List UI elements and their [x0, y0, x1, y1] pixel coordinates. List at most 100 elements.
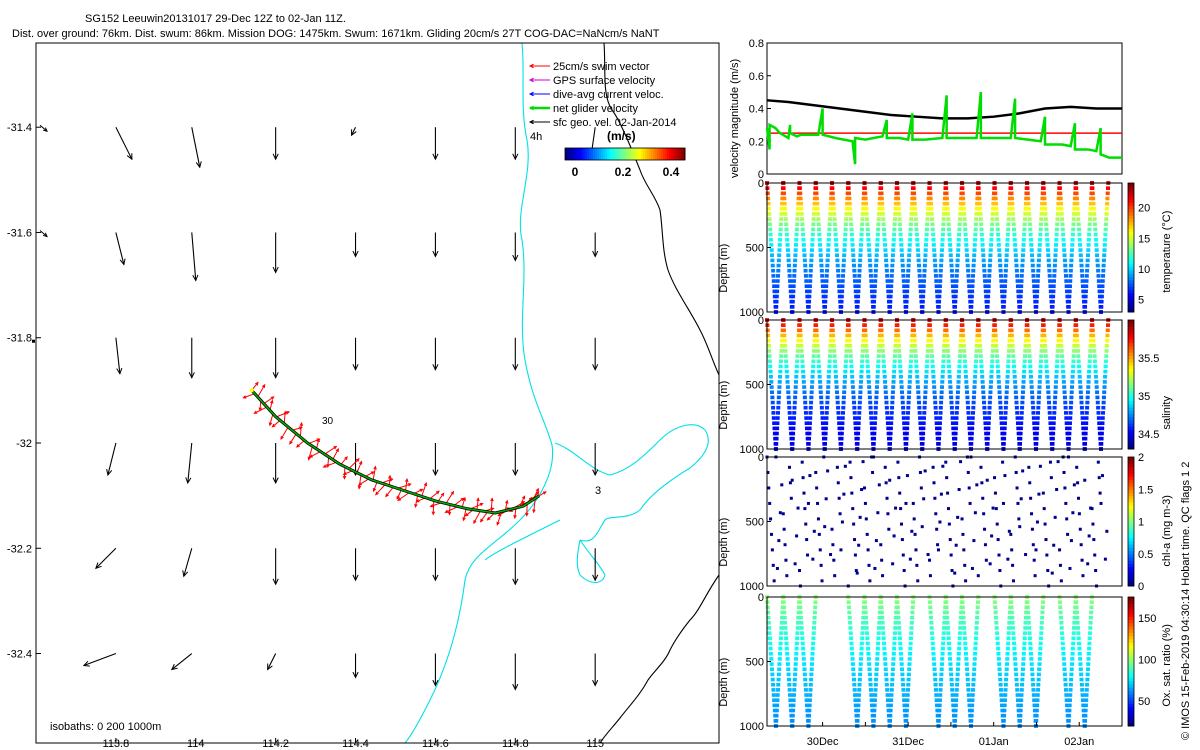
- section-point: [1097, 289, 1102, 294]
- section-point: [1026, 207, 1031, 211]
- section-point: [923, 469, 927, 473]
- coastline-segment: [599, 574, 720, 744]
- section-point: [1104, 354, 1109, 358]
- section-point: [896, 207, 901, 211]
- section-point: [810, 243, 815, 247]
- section-point: [814, 191, 819, 196]
- section-point: [892, 217, 897, 221]
- section-point: [949, 258, 954, 263]
- section-point: [822, 442, 827, 446]
- section-point: [888, 294, 893, 299]
- section-point: [792, 682, 797, 687]
- section-point: [1002, 294, 1007, 299]
- section-point: [966, 268, 971, 273]
- section-point: [1005, 380, 1010, 384]
- section-point: [1047, 274, 1052, 278]
- section-point: [998, 569, 1002, 573]
- section-point: [978, 217, 983, 221]
- section-point: [815, 201, 820, 206]
- section-point: [1004, 395, 1009, 400]
- section-point: [998, 268, 1003, 273]
- section-colorbar-segment: [1128, 619, 1134, 624]
- section-point: [1014, 682, 1019, 687]
- section-point: [948, 243, 953, 247]
- section-point: [778, 651, 783, 656]
- section-point: [1079, 543, 1083, 547]
- section-point: [1039, 207, 1044, 211]
- section-point: [1034, 708, 1039, 713]
- section-point: [1010, 207, 1015, 211]
- swim-vector: [473, 510, 481, 524]
- section-point: [841, 400, 846, 405]
- section-point: [1092, 359, 1097, 364]
- swim-vector-head: [414, 503, 418, 508]
- section-point: [895, 600, 900, 604]
- section-point: [1038, 464, 1042, 468]
- section-colorbar-segment: [1128, 257, 1134, 261]
- section-point: [1078, 385, 1083, 389]
- section-point: [1007, 615, 1012, 620]
- section-point: [959, 460, 963, 464]
- section-point: [820, 411, 825, 415]
- section-point: [936, 548, 940, 552]
- section-point: [909, 354, 914, 358]
- section-point: [890, 268, 895, 273]
- section-colorbar-segment: [1128, 387, 1134, 392]
- section-colorbar-segment: [1128, 460, 1134, 464]
- section-point: [1014, 405, 1019, 410]
- section-colorbar-segment: [1128, 378, 1134, 382]
- swim-vector-head: [283, 410, 287, 415]
- section-point: [897, 631, 902, 635]
- geostrophic-vector: [191, 232, 197, 281]
- section-point: [945, 349, 950, 353]
- section-point: [1034, 442, 1039, 446]
- section-point: [908, 369, 913, 374]
- section-point: [860, 354, 865, 358]
- section-point: [1085, 253, 1090, 258]
- section-point: [998, 682, 1003, 687]
- section-point: [914, 548, 918, 552]
- section-point: [811, 631, 816, 635]
- section-point: [814, 333, 819, 338]
- section-point: [940, 374, 945, 379]
- section-point: [819, 405, 824, 410]
- section-point: [948, 253, 953, 258]
- section-colorbar-label: 20: [1138, 203, 1150, 215]
- section-point: [770, 395, 775, 400]
- section-point: [936, 442, 941, 446]
- section-point: [1079, 677, 1084, 682]
- section-point: [887, 527, 891, 531]
- section-point: [1088, 621, 1093, 625]
- section-point: [900, 395, 905, 400]
- section-point: [876, 641, 881, 646]
- section-point: [967, 426, 972, 431]
- section-point: [804, 693, 809, 697]
- section-point: [1022, 369, 1027, 374]
- swim-vector-head: [505, 499, 509, 504]
- section-point: [848, 349, 853, 353]
- section-point: [975, 615, 980, 620]
- section-point: [893, 201, 898, 206]
- section-point: [838, 512, 842, 516]
- section-point: [781, 512, 785, 516]
- section-point: [948, 380, 953, 384]
- section-point: [833, 574, 837, 578]
- section-point: [900, 390, 905, 395]
- section-point: [991, 207, 996, 211]
- section-point: [1096, 460, 1100, 464]
- section-point: [896, 460, 900, 464]
- section-point: [775, 411, 780, 415]
- section-point: [880, 615, 885, 620]
- section-point: [1022, 232, 1027, 237]
- section-point: [831, 338, 836, 343]
- section-point: [1084, 274, 1089, 278]
- section-point: [926, 344, 931, 348]
- section-point: [1004, 385, 1009, 389]
- section-point: [778, 222, 783, 227]
- section-point: [1011, 222, 1016, 227]
- footer-credit: © IMOS 15-Feb-2019 04:30:14 Hobart time.…: [1180, 462, 1192, 740]
- section-point: [906, 672, 911, 677]
- section-colorbar-segment: [1128, 524, 1134, 529]
- section-point: [1002, 421, 1007, 425]
- swim-vector-head: [344, 456, 348, 461]
